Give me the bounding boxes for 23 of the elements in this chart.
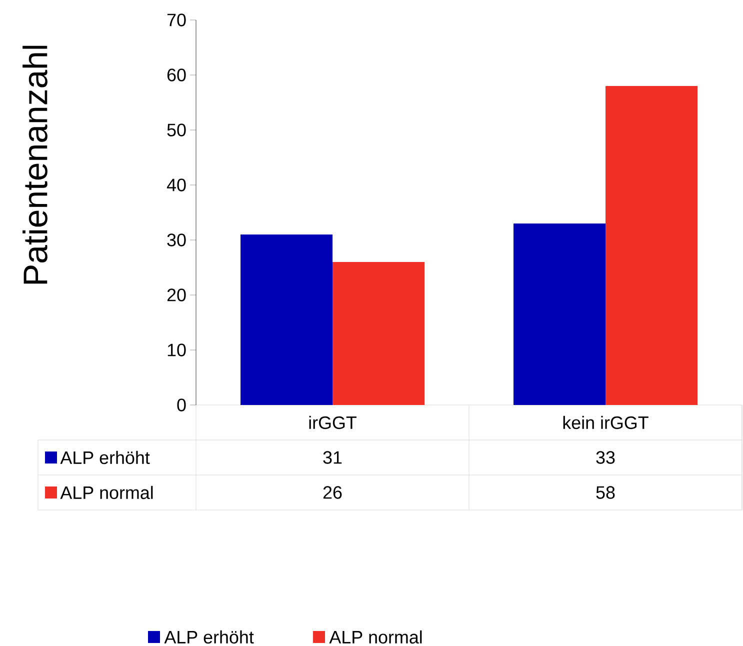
bar (240, 234, 333, 405)
y-tick-label: 20 (167, 288, 186, 302)
y-tick-label: 30 (167, 234, 186, 246)
y-tick-label: 60 (167, 68, 186, 82)
y-tick-label: 40 (166, 178, 186, 192)
bar (606, 86, 698, 405)
text: ALP normal (329, 630, 422, 644)
data-label: 26 (323, 486, 342, 499)
y-axis-title: Patientenanzahl (22, 46, 48, 284)
y-tick-label: 70 (167, 14, 186, 26)
bar (514, 223, 606, 405)
legend-label: ALP normal (60, 486, 153, 500)
text: ALP erhöht (164, 630, 254, 644)
data-label: 58 (596, 486, 615, 499)
y-tick-label: 50 (167, 124, 186, 136)
bar (332, 262, 425, 405)
y-tick-label: 0 (177, 398, 186, 412)
x-tick-label: kein irGGT (563, 416, 648, 430)
data-label: 31 (323, 451, 342, 464)
legend-label: ALP erhöht (60, 450, 150, 464)
x-tick-label: irGGT (309, 416, 357, 430)
data-label: 33 (596, 451, 615, 464)
y-tick-label: 10 (168, 344, 186, 356)
